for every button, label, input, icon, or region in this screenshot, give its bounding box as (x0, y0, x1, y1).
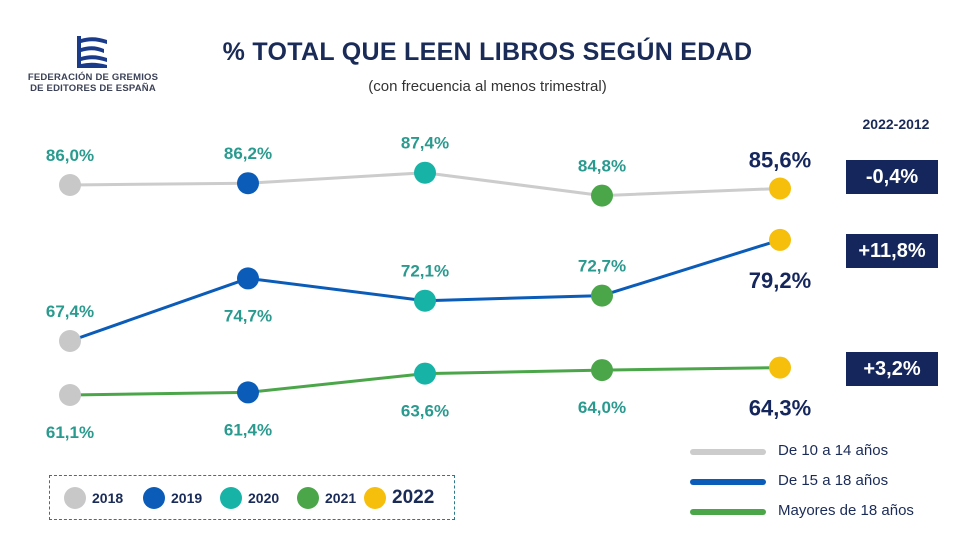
point-18-plus-2019 (237, 381, 259, 404)
point-18-plus-2022 (769, 356, 791, 379)
org-name-line1: FEDERACIÓN DE GREMIOS (27, 72, 159, 83)
legend-swatch-18-plus (690, 509, 766, 515)
legend-label-15-18: De 15 a 18 años (778, 472, 889, 489)
legend-label-18-plus: Mayores de 18 años (778, 502, 914, 519)
year-label-2020: 2020 (248, 490, 280, 506)
year-dot-2022 (364, 487, 386, 509)
delta-badge-18-plus: +3,2% (846, 352, 938, 386)
point-10-14-2022 (769, 177, 791, 200)
point-18-plus-2018 (59, 384, 81, 406)
data-label-10-14-2018: 86,0% (46, 146, 94, 165)
point-15-18-2020 (414, 289, 436, 312)
org-name-line2: DE EDITORES DE ESPAÑA (30, 83, 156, 94)
point-18-plus-2020 (414, 362, 436, 385)
delta-badge-15-18: +11,8% (846, 234, 938, 268)
data-label-15-18-2020: 72,1% (401, 262, 449, 281)
data-label-18-plus-2018: 61,1% (46, 423, 94, 442)
year-dot-2021 (297, 487, 319, 509)
year-label-2018: 2018 (92, 490, 124, 506)
data-label-18-plus-2020: 63,6% (401, 402, 449, 421)
point-15-18-2022 (769, 228, 791, 251)
point-10-14-2021 (591, 184, 613, 207)
legend-swatch-10-14 (690, 449, 766, 455)
data-label-10-14-2021: 84,8% (578, 157, 626, 176)
point-15-18-2018 (59, 330, 81, 352)
data-label-10-14-2020: 87,4% (401, 134, 449, 153)
year-legend: 2018 2019 2020 2021 2022 (49, 475, 455, 520)
data-label-18-plus-2019: 61,4% (224, 420, 272, 439)
publisher-logo: FEDERACIÓN DE GREMIOS DE EDITORES DE ESP… (18, 36, 168, 94)
year-dot-2020 (220, 487, 242, 509)
chart-title: % TOTAL QUE LEEN LIBROS SEGÚN EDAD (222, 38, 753, 66)
data-label-18-plus-2022: 64,3% (749, 396, 811, 421)
delta-header: 2022-2012 (862, 116, 930, 132)
legend-swatch-15-18 (690, 479, 766, 485)
year-label-2022: 2022 (392, 487, 435, 508)
point-10-14-2018 (59, 174, 81, 196)
data-label-15-18-2021: 72,7% (578, 257, 626, 276)
delta-badge-10-14: -0,4% (846, 160, 938, 194)
point-10-14-2019 (237, 172, 259, 195)
point-15-18-2021 (591, 284, 613, 307)
data-label-15-18-2022: 79,2% (749, 268, 811, 293)
year-label-2021: 2021 (325, 490, 357, 506)
data-label-15-18-2019: 74,7% (224, 306, 272, 325)
data-label-10-14-2022: 85,6% (749, 148, 811, 173)
point-15-18-2019 (237, 267, 259, 290)
data-label-18-plus-2021: 64,0% (578, 398, 626, 417)
data-label-15-18-2018: 67,4% (46, 302, 94, 321)
year-dot-2018 (64, 487, 86, 509)
point-10-14-2020 (414, 161, 436, 184)
point-18-plus-2021 (591, 359, 613, 382)
data-label-10-14-2019: 86,2% (224, 144, 272, 163)
logo-mark-icon (77, 36, 107, 68)
legend-label-10-14: De 10 a 14 años (778, 442, 889, 459)
year-dot-2019 (143, 487, 165, 509)
year-label-2019: 2019 (171, 490, 203, 506)
chart-subtitle: (con frecuencia al menos trimestral) (368, 78, 607, 95)
